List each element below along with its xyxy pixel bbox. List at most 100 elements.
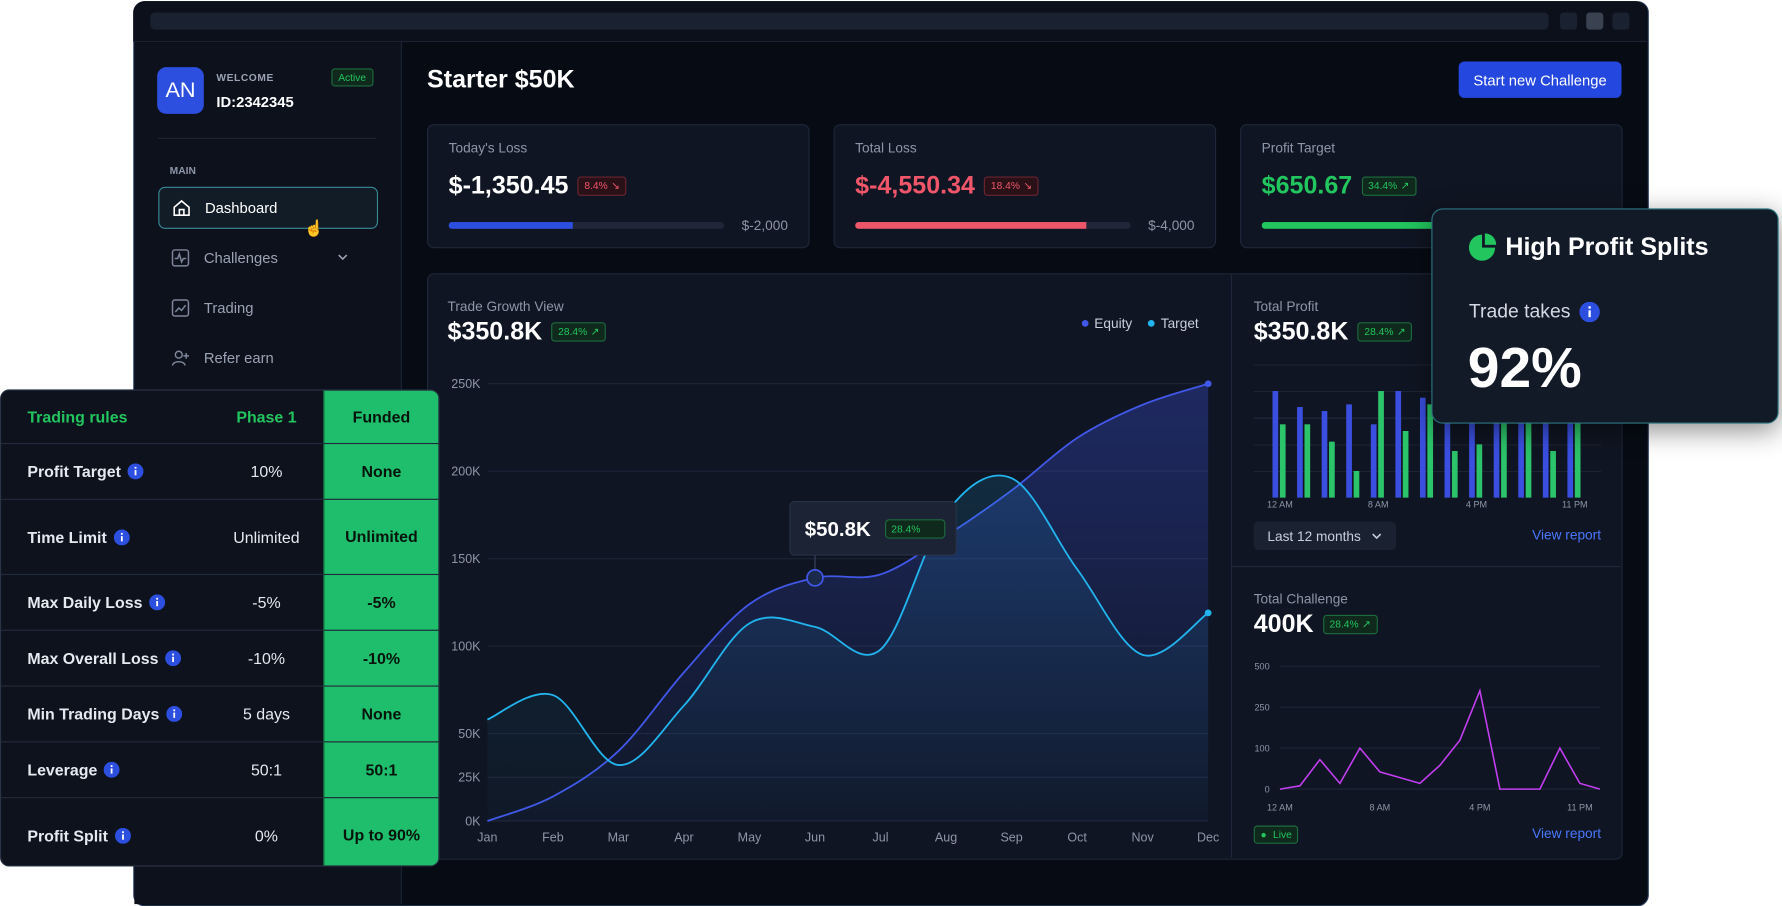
chevron xyxy=(338,254,348,261)
promo-label-row: Trade takes xyxy=(1468,300,1601,324)
period-select[interactable]: Last 12 months xyxy=(1253,521,1397,550)
view-report[interactable]: View report xyxy=(1532,527,1602,544)
stat-value: $-4,550.34 xyxy=(855,170,975,200)
end-point xyxy=(1204,380,1212,388)
cell-text: -5% xyxy=(367,592,396,611)
bar xyxy=(1574,393,1581,498)
y-tick-label: 150K xyxy=(451,552,481,566)
table-cell: -10% xyxy=(210,631,324,686)
legend-label: Equity xyxy=(1094,315,1133,332)
info-icon xyxy=(149,594,166,611)
table-cell: 0% xyxy=(210,798,324,865)
icon xyxy=(173,199,190,217)
highlight-point xyxy=(806,569,824,587)
window-button[interactable] xyxy=(1612,12,1630,30)
info-icon xyxy=(114,827,131,844)
status-badge: Active xyxy=(331,68,373,87)
x-tick-label: Sep xyxy=(1000,830,1022,844)
x-tick-label: Apr xyxy=(674,830,693,844)
table-cell: 10% xyxy=(210,444,324,499)
info-icon xyxy=(104,761,121,778)
cell-text: 50:1 xyxy=(365,760,398,779)
legend-item: Equity xyxy=(1081,315,1133,332)
table-cell: 50:1 xyxy=(210,742,324,797)
cell-text: 5 days xyxy=(242,704,290,724)
x-tick-label: Jun xyxy=(805,830,825,844)
stat-limit: $-2,000 xyxy=(741,217,788,234)
divider xyxy=(158,137,376,139)
x-tick-label: Nov xyxy=(1132,830,1155,844)
nav-item[interactable]: Refer earn xyxy=(158,337,375,378)
nav-item[interactable]: Trading xyxy=(158,287,375,328)
bar xyxy=(1518,415,1524,498)
table-row: Max Overall Loss -10% -10% xyxy=(1,630,439,687)
nav-item[interactable]: Dashboard xyxy=(158,186,379,229)
tooltip xyxy=(789,501,957,556)
table-cell: Unlimited xyxy=(323,499,439,574)
table-cell: -5% xyxy=(210,575,324,630)
window-button[interactable] xyxy=(1560,12,1578,30)
cell-text: Min Trading Days xyxy=(27,704,160,724)
stat-value: $-1,350.45 xyxy=(448,170,569,200)
legend-item: Target xyxy=(1148,315,1199,331)
bar xyxy=(1402,430,1409,498)
x-tick-label: 8 AM xyxy=(1370,803,1391,813)
nav-label: Challenges xyxy=(203,248,278,266)
table-cell: Min Trading Days xyxy=(1,687,209,742)
x-tick-label: 12 AM xyxy=(1267,500,1293,510)
icon xyxy=(171,248,190,267)
x-tick-label: 4 PM xyxy=(1469,803,1490,813)
live-badge: ● Live xyxy=(1253,825,1299,844)
x-tick-label: Mar xyxy=(608,830,630,844)
cell-text: None xyxy=(361,704,402,723)
cell-text: Profit Split xyxy=(27,826,108,845)
x-tick-label: 12 AM xyxy=(1267,803,1293,813)
user-id: ID:2342345 xyxy=(216,93,294,111)
table-row: Min Trading Days 5 days None xyxy=(1,686,439,743)
legend-swatch xyxy=(1081,319,1089,327)
stat-limit: $-4,000 xyxy=(1148,217,1195,234)
nav-label: Dashboard xyxy=(204,199,278,217)
cell-text: 10% xyxy=(250,462,283,481)
avatar: AN xyxy=(157,67,204,114)
address-bar[interactable] xyxy=(150,12,1549,30)
table-cell: 50:1 xyxy=(323,742,439,798)
y-tick-label: 200K xyxy=(451,465,481,479)
value: 400K xyxy=(1253,609,1314,638)
cell-text: 50:1 xyxy=(250,760,282,779)
bar xyxy=(1353,470,1360,498)
y-tick-label: 250 xyxy=(1254,702,1269,712)
table-cell: Time Limit xyxy=(1,500,209,574)
table-cell: Max Overall Loss xyxy=(1,631,209,686)
x-tick-label: 4 PM xyxy=(1466,500,1487,510)
bar xyxy=(1501,417,1507,498)
bar xyxy=(1272,391,1279,498)
table-cell: Unlimited xyxy=(210,500,324,574)
primary-button[interactable]: Start new Challenge xyxy=(1458,61,1622,98)
legend: Equity Target xyxy=(1081,315,1199,332)
value: $350.8K xyxy=(1253,316,1349,346)
progress-fill xyxy=(448,222,573,229)
area xyxy=(487,475,1209,822)
table-cell: Profit Target xyxy=(1,444,209,499)
bar xyxy=(1321,411,1328,498)
promo-label: Trade takes xyxy=(1468,300,1571,323)
nav-item[interactable]: Challenges xyxy=(158,237,375,278)
window-button[interactable] xyxy=(1586,12,1604,30)
divider xyxy=(1232,565,1621,568)
bar xyxy=(1279,424,1286,498)
cell-text: None xyxy=(361,461,402,480)
bar xyxy=(1451,450,1458,498)
tooltip-change: 28.4% xyxy=(891,524,920,535)
table-cell: None xyxy=(323,444,439,499)
table-cell: -10% xyxy=(323,630,439,686)
period: Last 12 months xyxy=(1267,527,1361,544)
rules-table: Trading rules Phase 1 Funded Profit Target 1… xyxy=(0,389,440,867)
cell-text: Profit Target xyxy=(27,462,121,481)
table-row: Time Limit Unlimited Unlimited xyxy=(1,499,439,576)
cell-text: Leverage xyxy=(27,760,98,779)
y-tick-label: 250K xyxy=(451,377,481,391)
stat-card: Total Loss $-4,550.34 18.4% ↘ $-4,000 xyxy=(833,124,1217,249)
view-report[interactable]: View report xyxy=(1532,825,1602,842)
